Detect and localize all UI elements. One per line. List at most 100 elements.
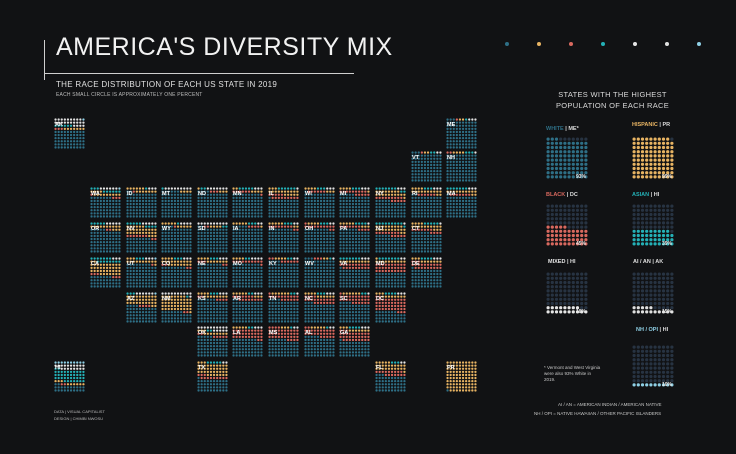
state-tile-sc [339, 292, 370, 323]
percent-dot [109, 206, 112, 209]
percent-dot [316, 326, 320, 329]
percent-dot [219, 298, 222, 301]
percent-dot [367, 228, 370, 231]
percent-dot [468, 209, 471, 212]
percent-dot [203, 282, 206, 285]
percent-dot [390, 206, 394, 209]
state-label-vt: VT [412, 155, 420, 161]
percent-dot [461, 166, 465, 170]
percent-dot [203, 237, 206, 241]
percent-dot [290, 244, 293, 247]
percent-dot [293, 335, 296, 338]
percent-dot [173, 304, 177, 308]
percent-dot [348, 234, 351, 238]
percent-dot [433, 269, 436, 273]
percent-dot [433, 212, 436, 215]
percent-dot [118, 279, 121, 282]
percent-dot [251, 301, 254, 304]
percent-dot [342, 209, 345, 212]
percent-dot [189, 317, 192, 320]
percent-dot [296, 282, 299, 285]
percent-dot [189, 241, 192, 244]
percent-dot [99, 266, 102, 269]
percent-dot [367, 345, 370, 348]
percent-dot [132, 225, 135, 228]
percent-dot [244, 332, 248, 335]
state-label-me: ME [447, 122, 456, 128]
percent-dot [176, 231, 180, 235]
percent-dot [154, 234, 157, 238]
percent-dot [167, 228, 170, 231]
percent-dot [474, 140, 477, 143]
percent-dot [212, 212, 216, 215]
percent-dot [268, 225, 271, 228]
percent-dot [244, 225, 248, 228]
percent-dot [384, 241, 387, 244]
percent-dot [225, 341, 228, 345]
percent-dot [452, 137, 455, 140]
percent-dot [361, 247, 364, 250]
percent-dot [212, 228, 216, 231]
percent-dot [93, 225, 96, 228]
percent-dot [316, 314, 320, 317]
percent-dot [348, 326, 351, 329]
percent-dot [304, 215, 307, 218]
percent-dot [189, 209, 192, 212]
percent-dot [73, 140, 76, 143]
percent-dot [280, 241, 284, 244]
percent-dot [348, 212, 351, 215]
percent-dot [76, 380, 79, 383]
percent-dot [436, 231, 439, 235]
percent-dot [151, 187, 154, 190]
percent-dot [384, 225, 387, 228]
percent-dot [126, 209, 129, 212]
percent-dot [452, 118, 455, 121]
percent-dot [154, 266, 157, 269]
percent-dot [60, 383, 63, 386]
percent-dot [73, 127, 76, 130]
percent-dot [154, 225, 157, 228]
percent-dot [348, 329, 351, 332]
percent-dot [167, 260, 170, 263]
percent-dot [225, 199, 228, 203]
percent-dot [329, 282, 332, 285]
percent-dot [173, 260, 177, 263]
percent-dot [339, 329, 342, 332]
state-tile-nd [197, 187, 228, 218]
percent-dot [403, 307, 406, 311]
percent-dot [384, 269, 387, 273]
percent-dot [109, 228, 112, 231]
percent-dot [180, 260, 183, 263]
percent-dot [161, 225, 164, 228]
percent-dot [212, 276, 216, 279]
percent-dot [173, 196, 177, 200]
percent-dot [345, 272, 348, 276]
percent-dot [186, 228, 189, 231]
percent-dot [452, 160, 455, 164]
percent-dot [403, 295, 406, 298]
percent-dot [364, 276, 367, 279]
percent-dot [132, 247, 135, 250]
percent-dot [293, 332, 296, 335]
percent-dot [115, 263, 118, 266]
percent-dot [348, 320, 351, 323]
percent-dot [209, 351, 213, 354]
percent-dot [452, 140, 455, 143]
percent-dot [378, 292, 381, 295]
percent-dot [348, 307, 351, 311]
percent-dot [403, 298, 406, 301]
percent-dot [222, 231, 225, 235]
percent-dot [268, 320, 271, 323]
percent-dot [206, 279, 210, 282]
percent-dot [375, 193, 378, 196]
percent-dot [251, 269, 254, 273]
percent-dot [90, 215, 93, 218]
percent-dot [283, 307, 287, 311]
percent-dot [235, 241, 238, 244]
percent-dot [378, 193, 381, 196]
percent-dot [313, 231, 316, 235]
percent-dot [329, 338, 332, 342]
percent-dot [244, 348, 248, 351]
percent-dot [73, 124, 76, 127]
percent-dot [446, 157, 449, 160]
